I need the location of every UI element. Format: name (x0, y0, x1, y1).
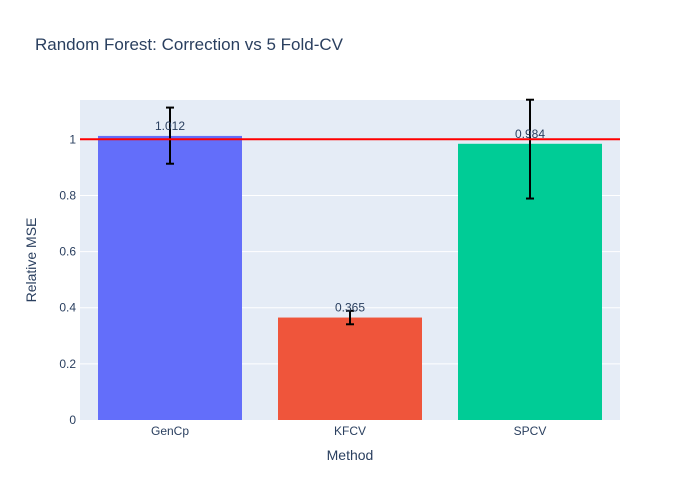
error-bar-kfcv (346, 309, 354, 326)
error-bars (166, 98, 534, 326)
y-axis-title: Relative MSE (23, 218, 39, 303)
y-tick-label: 0.8 (59, 188, 76, 202)
y-tick-label: 0.2 (59, 357, 76, 371)
data-label: 0.365 (335, 301, 365, 315)
y-tick-label: 0.6 (59, 245, 76, 259)
data-labels: 1.012 0.365 0.984 (155, 119, 545, 315)
y-tick-label: 0.4 (59, 301, 76, 315)
x-axis-title: Method (327, 447, 374, 463)
bar-gencp (98, 135, 242, 421)
y-tick-label: 0 (69, 413, 76, 427)
data-label: 1.012 (155, 119, 185, 133)
x-tick-label: KFCV (334, 424, 366, 438)
x-tick-label: GenCp (151, 424, 189, 438)
y-tick-label: 1 (69, 132, 76, 146)
error-bar-gencp (166, 106, 174, 165)
error-bar-spcv (526, 98, 534, 200)
x-tick-label: SPCV (514, 424, 547, 438)
x-axis-ticks: GenCp KFCV SPCV (151, 424, 546, 438)
bar-kfcv (278, 317, 422, 420)
bars (98, 135, 602, 421)
y-axis-ticks: 0 0.2 0.4 0.6 0.8 1 (59, 132, 76, 427)
chart-title: Random Forest: Correction vs 5 Fold-CV (35, 35, 344, 54)
data-label: 0.984 (515, 127, 545, 141)
